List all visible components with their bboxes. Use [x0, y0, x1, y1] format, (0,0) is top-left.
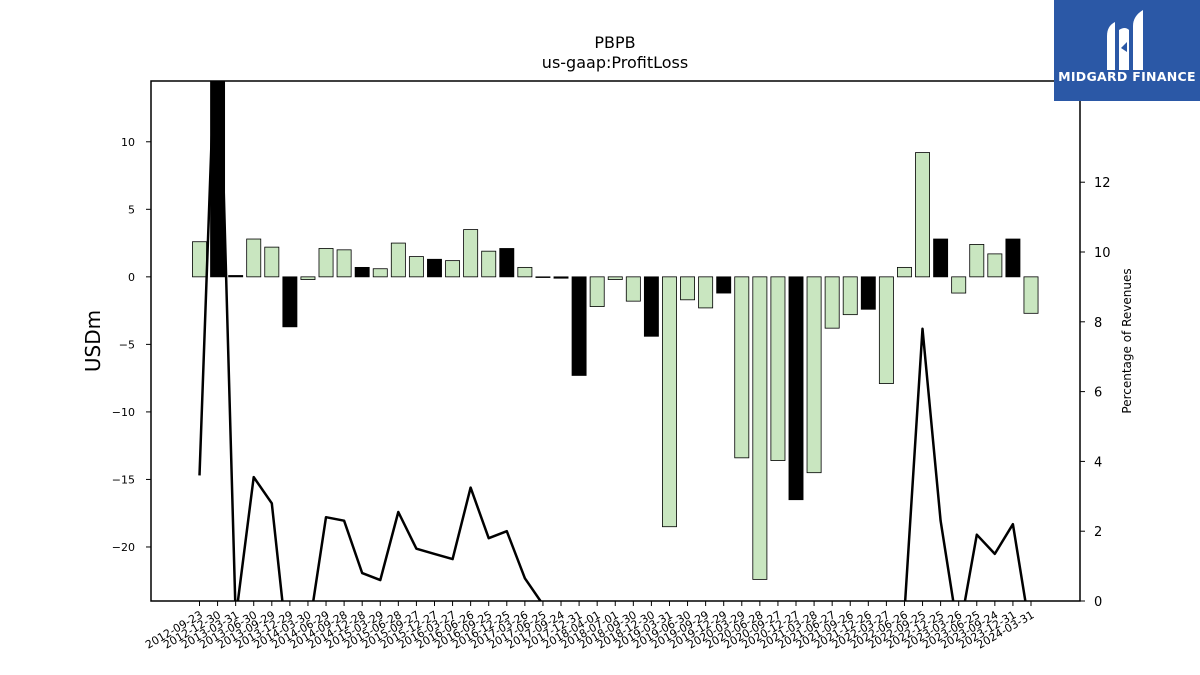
- chart-subtitle: us-gaap:ProfitLoss: [542, 53, 688, 72]
- bar: [770, 276, 786, 461]
- bar: [408, 256, 424, 278]
- bar: [372, 268, 388, 278]
- bar: [553, 276, 569, 279]
- x-axis: 2012-09-232012-12-302013-03-312013-06-30…: [143, 601, 1037, 652]
- bar: [951, 276, 967, 294]
- bar: [246, 238, 262, 278]
- y2-tick-label: 10: [1094, 246, 1111, 261]
- bar: [969, 244, 985, 278]
- y2-tick-label: 6: [1094, 386, 1102, 401]
- bar: [300, 276, 316, 280]
- y-tick-label: −10: [112, 406, 135, 419]
- bar: [336, 249, 352, 278]
- bar: [625, 276, 641, 302]
- bar: [698, 276, 714, 309]
- bar: [897, 266, 912, 278]
- bar: [860, 276, 876, 310]
- series-line: [198, 81, 1027, 601]
- y2-tick-label: 2: [1094, 525, 1102, 540]
- bar: [192, 241, 207, 278]
- bar: [282, 276, 298, 328]
- bar: [571, 276, 587, 376]
- bar: [1005, 238, 1021, 278]
- y2-axis-label: Percentage of Revenues: [1120, 268, 1134, 413]
- bar: [987, 253, 1003, 278]
- bar: [463, 229, 479, 278]
- bar: [806, 276, 822, 474]
- bar: [933, 238, 949, 278]
- bar: [481, 250, 497, 278]
- bar: [228, 275, 244, 278]
- y-axis: 10 5 0 −5 −10 −15 −20: [112, 136, 151, 554]
- bar: [752, 276, 768, 580]
- bar: [427, 258, 442, 278]
- bar: [354, 266, 370, 278]
- bar: [1023, 276, 1039, 314]
- bar: [535, 276, 551, 278]
- y2-tick-label: 12: [1094, 176, 1111, 191]
- y-tick-label: −20: [112, 541, 135, 554]
- y-tick-label: −15: [112, 473, 135, 486]
- y-axis-label: USDm: [81, 310, 105, 372]
- bar: [680, 276, 696, 301]
- bar: [824, 276, 840, 329]
- y2-tick-label: 8: [1094, 316, 1102, 331]
- line-group: [198, 81, 1027, 601]
- y-tick-label: −5: [119, 338, 135, 351]
- bar: [643, 276, 659, 337]
- bar: [589, 276, 605, 307]
- chart-title: PBPB: [594, 33, 635, 52]
- bar: [607, 276, 623, 280]
- y2-tick-label: 0: [1094, 595, 1102, 610]
- y-tick-label: 5: [128, 203, 135, 216]
- bar: [390, 242, 406, 278]
- bar: [517, 266, 533, 278]
- bar: [264, 246, 280, 278]
- brand-name: MIDGARD FINANCE: [1058, 69, 1196, 84]
- y-tick-label: 10: [121, 136, 135, 149]
- bar: [662, 276, 677, 528]
- bar: [734, 276, 750, 459]
- logo-icon: [1107, 10, 1143, 70]
- bar: [842, 276, 858, 316]
- bar: [915, 152, 930, 278]
- bar: [499, 248, 515, 278]
- bar: [445, 260, 461, 278]
- bar: [788, 276, 804, 501]
- y2-axis: 0 2 4 6 8 10 12: [1080, 176, 1111, 610]
- y2-tick-label: 4: [1094, 455, 1102, 470]
- y-tick-label: 0: [128, 271, 135, 284]
- bar-group: [192, 81, 1039, 580]
- bar: [878, 276, 894, 384]
- bar: [716, 276, 732, 294]
- bar: [318, 248, 334, 278]
